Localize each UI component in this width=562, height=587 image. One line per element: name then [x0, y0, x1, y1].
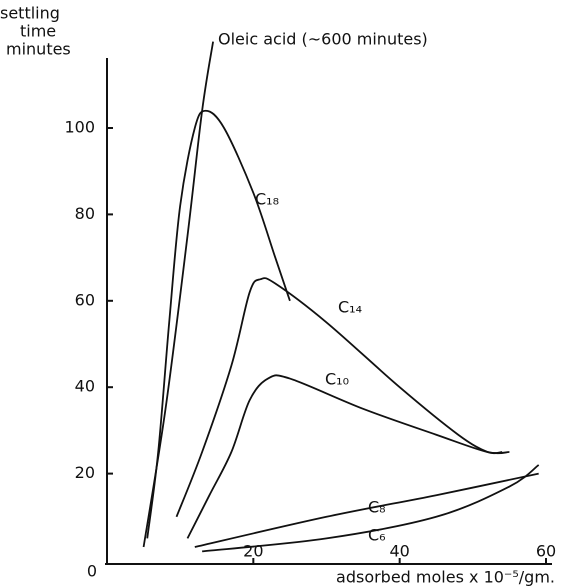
series-label: C₁₈	[255, 190, 279, 209]
x-tick-label: 60	[536, 542, 556, 561]
curve	[186, 374, 510, 539]
curve	[175, 277, 503, 518]
series-label: C₁₀	[325, 370, 349, 389]
series-label: C₈	[368, 498, 386, 517]
y-axis-label: minutes	[6, 40, 71, 59]
y-axis-label: time	[20, 22, 56, 41]
x-tick-label: 20	[243, 542, 263, 561]
x-tick-label: 40	[389, 542, 409, 561]
y-tick-label: 100	[64, 118, 95, 137]
y-tick-label: 20	[75, 463, 95, 482]
series-label: Oleic acid (~600 minutes)	[218, 30, 428, 49]
series-label: C₁₄	[338, 298, 362, 317]
y-tick-label: 40	[75, 377, 95, 396]
y-tick-label: 80	[75, 204, 95, 223]
y-axis-label: settling	[0, 4, 60, 23]
origin-label: 0	[87, 562, 97, 581]
y-tick-label: 60	[75, 290, 95, 309]
curve	[142, 41, 214, 548]
curve	[194, 472, 539, 548]
series-label: C₆	[368, 526, 386, 545]
curve	[146, 109, 291, 539]
curve	[202, 464, 540, 553]
x-axis-label: adsorbed moles x 10⁻⁵/gm.	[336, 568, 555, 587]
